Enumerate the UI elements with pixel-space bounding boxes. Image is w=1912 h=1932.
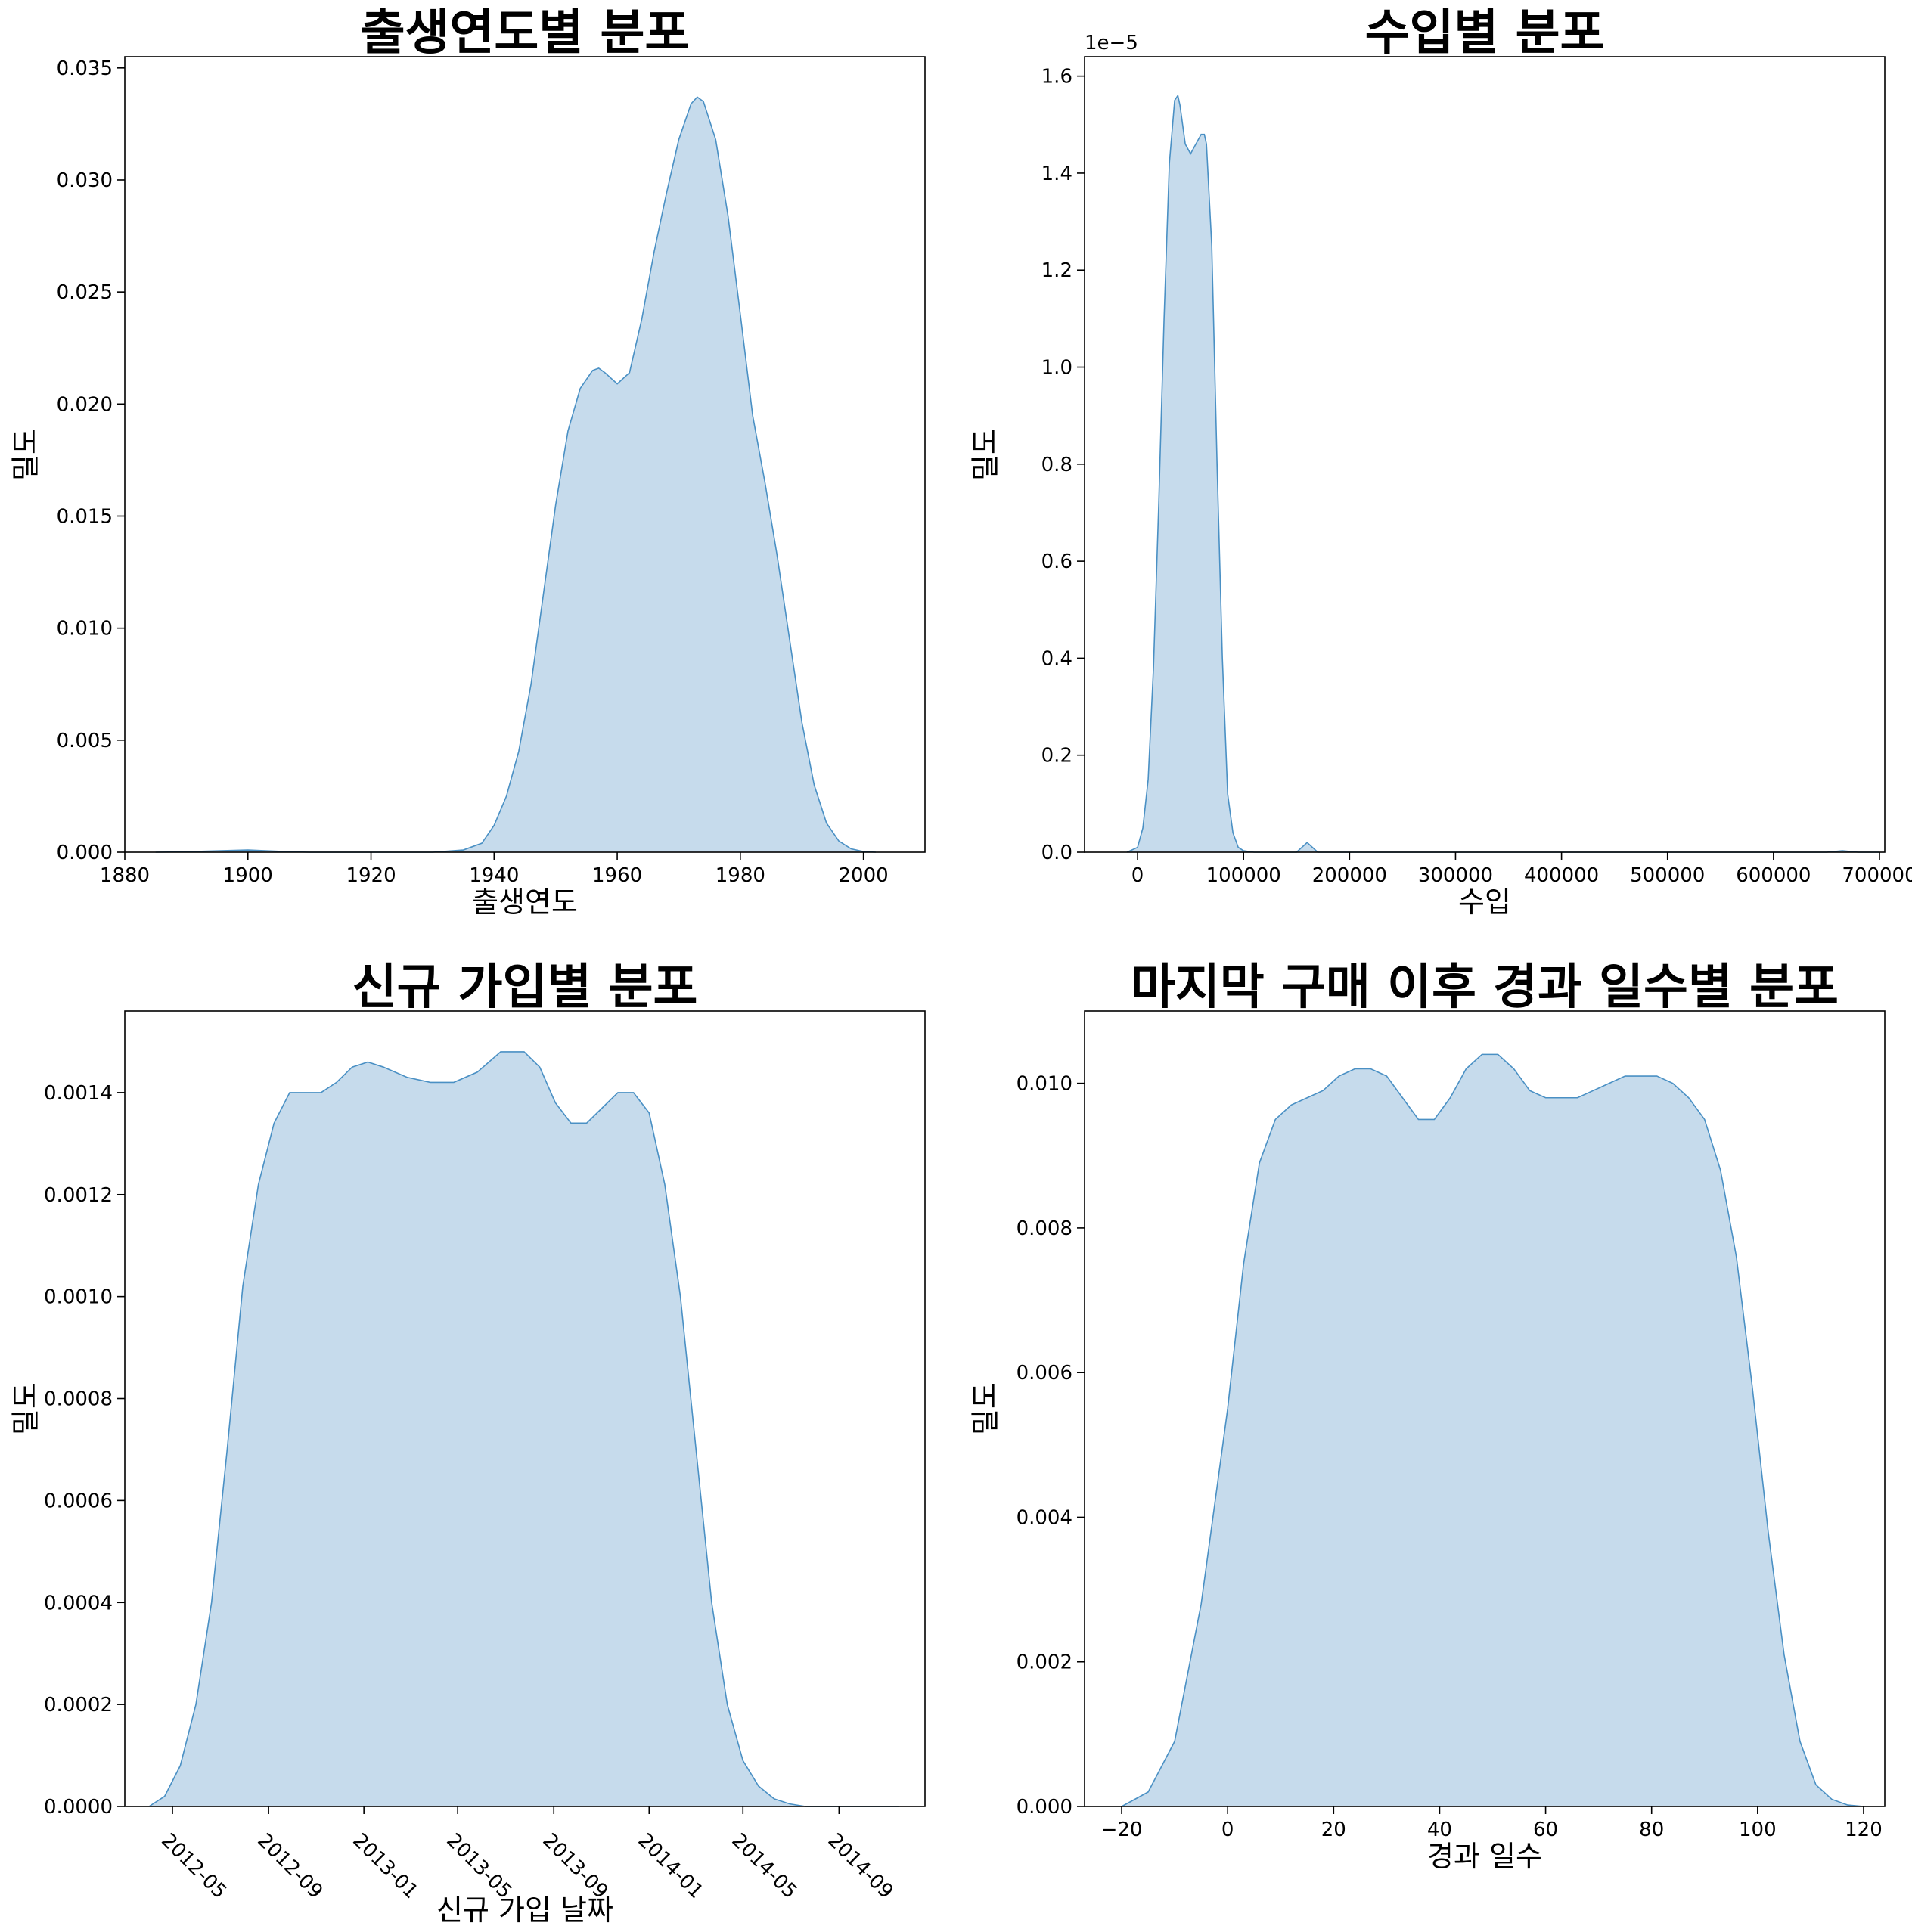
density-line xyxy=(1126,94,1879,853)
y-tick-label: 0.0004 xyxy=(44,1592,113,1614)
chart-title: 출생연도별 분포 xyxy=(361,5,689,61)
x-axis-label: 출생연도 xyxy=(472,885,578,919)
x-tick-label: 1900 xyxy=(223,864,273,887)
y-tick-label: 1.4 xyxy=(1041,163,1072,185)
y-tick-label: 0.008 xyxy=(1017,1217,1072,1240)
x-tick-label: 40 xyxy=(1427,1819,1452,1841)
density-line xyxy=(148,1051,899,1807)
chart-panel-1: 0.000 0.005 0.010 0.015 0.020 0.025 0.030 0.035… xyxy=(9,5,926,919)
x-axis-label: 경과 일수 xyxy=(1427,1840,1542,1873)
y-tick-label: 0.0010 xyxy=(44,1286,113,1309)
axes-frame xyxy=(124,56,926,853)
x-tick-label: 2013-09 xyxy=(538,1829,612,1903)
y-tick-label: 0.000 xyxy=(1017,1796,1072,1819)
x-tick-label: 2013-01 xyxy=(348,1829,422,1903)
axes-frame xyxy=(124,1010,926,1807)
density-area xyxy=(1122,1054,1864,1806)
x-tick-label: 500000 xyxy=(1630,864,1705,887)
x-tick-label: 20 xyxy=(1321,1819,1346,1841)
y-axis-label: 밀도 xyxy=(9,1382,42,1435)
density-area xyxy=(1127,95,1879,852)
y-tick-label: 0.015 xyxy=(57,505,113,528)
chart-title: 신규 가입별 분포 xyxy=(352,960,698,1016)
axes-frame xyxy=(1084,56,1886,853)
y-tick-label: 0.006 xyxy=(1017,1362,1072,1385)
y-tick-label: 1.6 xyxy=(1041,66,1072,88)
x-tick-label: 2014-01 xyxy=(633,1829,707,1903)
x-tick-label: 1960 xyxy=(592,864,642,887)
x-tick-label: 400000 xyxy=(1524,864,1599,887)
y-tick-label: 0.0000 xyxy=(44,1796,113,1819)
y-tick-label: 0.0008 xyxy=(44,1388,113,1411)
y-tick-label: 0.4 xyxy=(1041,647,1072,670)
x-tick-label: 2014-05 xyxy=(727,1829,801,1903)
x-tick-label: 1940 xyxy=(469,864,519,887)
x-tick-label: 700000 xyxy=(1842,864,1912,887)
y-tick-label: 0.8 xyxy=(1041,454,1072,476)
x-tick-label: 2014-09 xyxy=(824,1829,898,1903)
y-tick-label: 0.0 xyxy=(1041,842,1072,864)
x-tick-label: 0 xyxy=(1221,1819,1234,1841)
x-tick-label: 2012-09 xyxy=(253,1829,327,1903)
chart-title: 수입별 분포 xyxy=(1365,5,1605,61)
chart-panel-3: 0.0000 0.0002 0.0004 0.0006 0.0008 0.0010 0.00… xyxy=(9,960,926,1927)
y-tick-label: 0.2 xyxy=(1041,745,1072,768)
chart-panel-4: 0.000 0.002 0.004 0.006 0.008 0.010 −20 0 20 40 60… xyxy=(969,960,1886,1873)
y-tick-label: 1.2 xyxy=(1041,259,1072,282)
chart-title: 마지막 구매 이후 경과 일수별 분포 xyxy=(1131,960,1839,1016)
x-tick-label: 0 xyxy=(1131,864,1144,887)
y-tick-label: 0.004 xyxy=(1017,1506,1072,1529)
y-tick-label: 0.0014 xyxy=(44,1082,113,1105)
y-tick-label: 0.025 xyxy=(57,281,113,304)
x-tick-label: 2012-05 xyxy=(157,1829,231,1903)
x-tick-label: 100000 xyxy=(1206,864,1281,887)
y-tick-label: 0.0006 xyxy=(44,1490,113,1512)
x-tick-label: 300000 xyxy=(1418,864,1493,887)
y-tick-label: 0.010 xyxy=(1017,1073,1072,1096)
density-area xyxy=(155,97,876,853)
y-tick-label: 0.030 xyxy=(57,169,113,192)
density-line xyxy=(1121,1053,1864,1807)
y-tick-label: 0.6 xyxy=(1041,550,1072,573)
x-tick-label: 1980 xyxy=(715,864,765,887)
axes-frame xyxy=(1084,1010,1886,1807)
x-axis-label: 신규 가입 날짜 xyxy=(436,1893,613,1927)
y-axis-label: 밀도 xyxy=(969,1382,1002,1435)
y-tick-label: 0.035 xyxy=(57,57,113,80)
y-tick-label: 1.0 xyxy=(1041,357,1072,380)
x-tick-label: 200000 xyxy=(1312,864,1387,887)
x-tick-label: 100 xyxy=(1739,1819,1777,1841)
x-tick-label: 2013-05 xyxy=(442,1829,516,1903)
y-tick-label: 0.000 xyxy=(57,842,113,864)
y-tick-label: 0.002 xyxy=(1017,1651,1072,1674)
x-tick-label: 2000 xyxy=(839,864,889,887)
x-tick-label: 80 xyxy=(1639,1819,1664,1841)
y-axis-label: 밀도 xyxy=(969,428,1002,481)
x-tick-label: 600000 xyxy=(1736,864,1811,887)
y-tick-label: 0.005 xyxy=(57,730,113,752)
y-tick-label: 0.0002 xyxy=(44,1694,113,1716)
y-tick-label: 0.010 xyxy=(57,618,113,640)
x-tick-label: −20 xyxy=(1101,1819,1143,1841)
y-tick-label: 0.0012 xyxy=(44,1184,113,1207)
x-tick-label: 1880 xyxy=(100,864,150,887)
y-axis-label: 밀도 xyxy=(9,428,42,481)
density-area xyxy=(149,1051,899,1806)
x-tick-label: 120 xyxy=(1845,1819,1883,1841)
y-offset-text: 1e−5 xyxy=(1085,32,1138,54)
x-tick-label: 1920 xyxy=(346,864,396,887)
chart-panel-2: 0.0 0.2 0.4 0.6 0.8 1.0 1.2 1.4 1.6 0 100000 200000… xyxy=(969,5,1912,919)
x-axis-label: 수입 xyxy=(1458,885,1511,919)
y-tick-label: 0.020 xyxy=(57,393,113,416)
x-tick-label: 60 xyxy=(1533,1819,1558,1841)
